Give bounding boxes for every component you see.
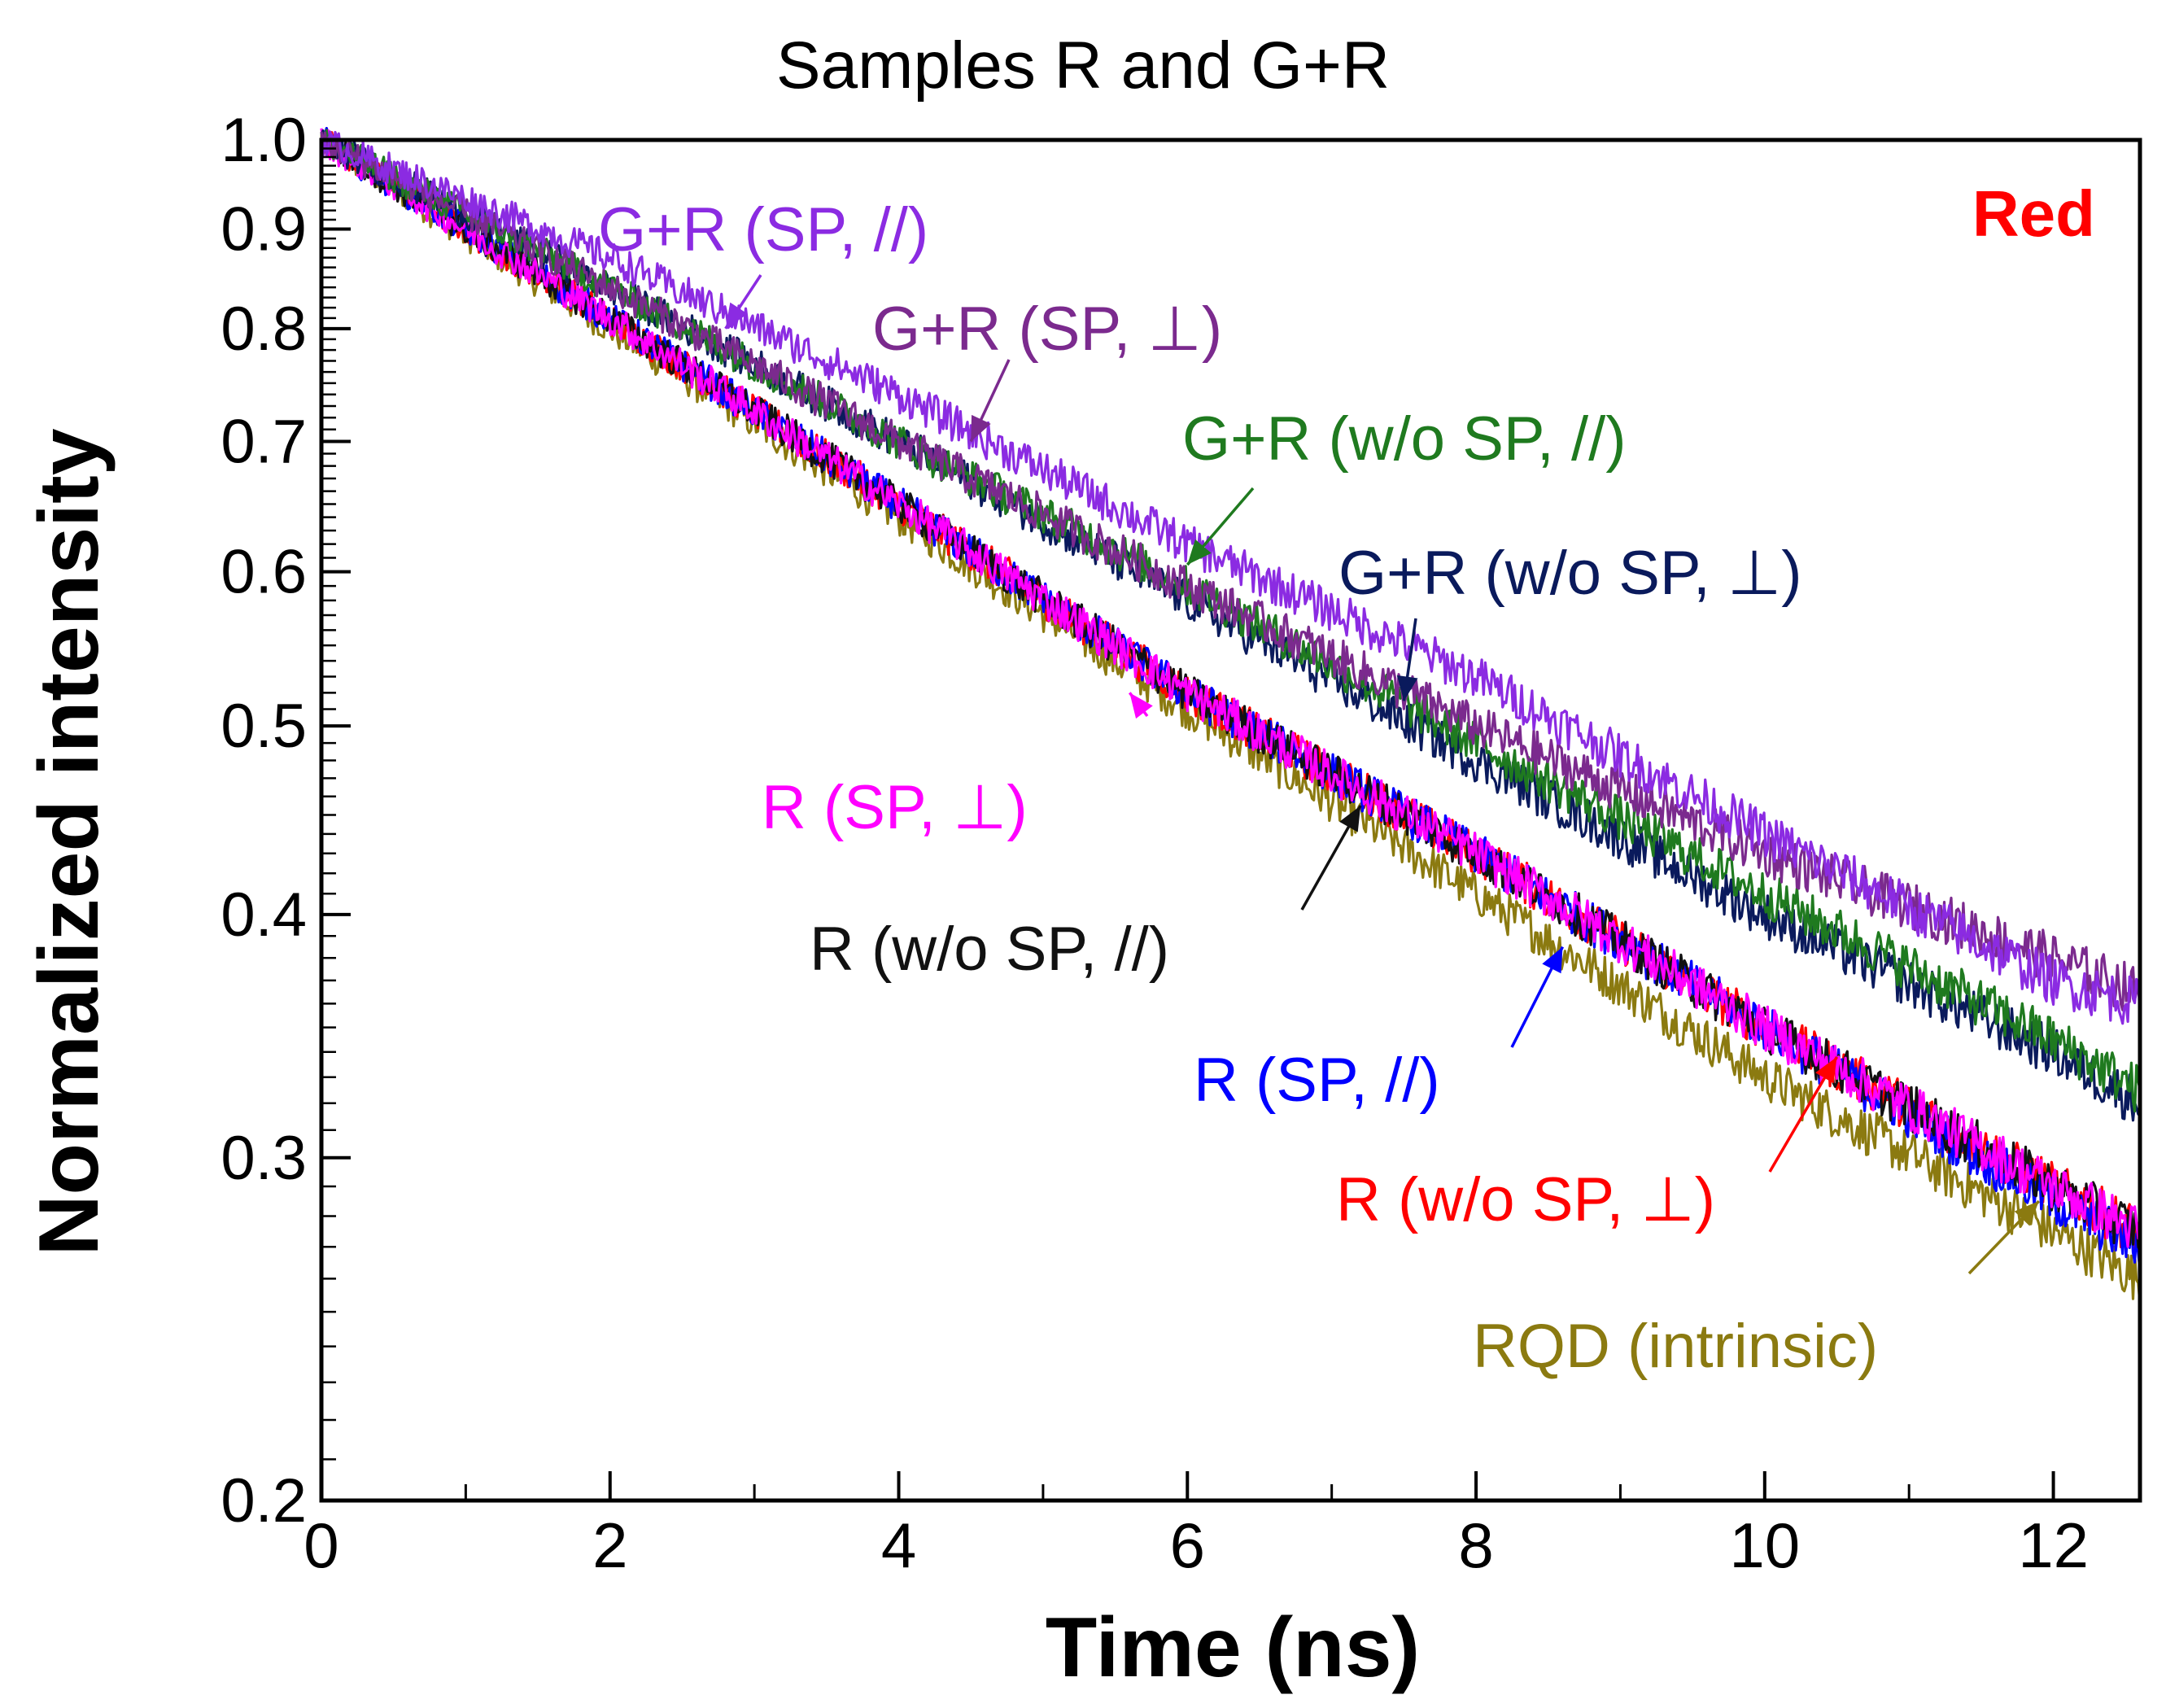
y-tick-label: 0.7 — [221, 408, 307, 477]
y-tick-label: 0.4 — [221, 880, 307, 950]
y-tick-label: 0.3 — [221, 1124, 307, 1193]
x-tick-label: 4 — [881, 1509, 916, 1581]
annotation-label: R (w/o SP, ⊥) — [1336, 1165, 1715, 1234]
x-tick-label: 6 — [1170, 1509, 1205, 1581]
annotation-label: G+R (SP, ⊥) — [872, 295, 1222, 364]
y-tick-label: 0.2 — [221, 1466, 307, 1535]
plot-frame — [319, 138, 2142, 1503]
corner-label: Red — [1972, 177, 2095, 250]
chart-title: Samples R and G+R — [776, 28, 1390, 103]
x-tick-label: 2 — [592, 1509, 627, 1581]
annotation-label: R (w/o SP, //) — [810, 915, 1169, 984]
series-line-4 — [320, 128, 2142, 1248]
annotation-arrowhead — [1187, 539, 1212, 566]
annotation-arrowhead — [1396, 675, 1418, 701]
y-tick-label: 1.0 — [221, 106, 307, 175]
series-line-1 — [320, 131, 2142, 1011]
annotation-arrowhead — [971, 414, 991, 442]
annotation-arrowhead — [1815, 1056, 1837, 1084]
annotation-label: RQD (intrinsic) — [1473, 1312, 1878, 1381]
annotation-arrowhead — [1129, 692, 1153, 719]
y-tick-label: 0.5 — [221, 692, 307, 761]
x-tick-label: 8 — [1458, 1509, 1493, 1581]
annotation-label: G+R (SP, //) — [598, 195, 928, 264]
annotation-arrowhead — [725, 302, 749, 329]
annotation-label: R (SP, //) — [1194, 1046, 1440, 1115]
y-axis-label: Normalized intensity — [22, 428, 116, 1256]
ticks-layer: 0 2 4 6 8 10 12 0.2 0.3 0.4 0.5 0.6 0.7 0.8 0.9 1.0 — [221, 106, 2089, 1581]
x-tick-label: 0 — [304, 1509, 338, 1581]
y-tick-label: 0.6 — [221, 538, 307, 607]
x-tick-label: 12 — [2018, 1509, 2089, 1581]
series-layer — [320, 127, 2142, 1305]
annotation-label: G+R (w/o SP, //) — [1182, 404, 1627, 474]
x-axis-label: Time (ns) — [1046, 1601, 1420, 1695]
series-line-0 — [320, 130, 2142, 1025]
x-tick-label: 10 — [1729, 1509, 1800, 1581]
annotation-label: G+R (w/o SP, ⊥) — [1338, 539, 1802, 608]
annotation-label: R (SP, ⊥) — [762, 773, 1028, 842]
annotation-arrowhead — [1339, 806, 1361, 832]
annotation-arrowhead — [2014, 1201, 2039, 1226]
annotation-arrowhead — [1542, 946, 1563, 974]
y-tick-label: 0.8 — [221, 295, 307, 364]
annotation-layer: G+R (SP, //) G+R (SP, ⊥) G+R (w/o SP, //) G… — [598, 195, 2041, 1381]
y-tick-label: 0.9 — [221, 194, 307, 264]
